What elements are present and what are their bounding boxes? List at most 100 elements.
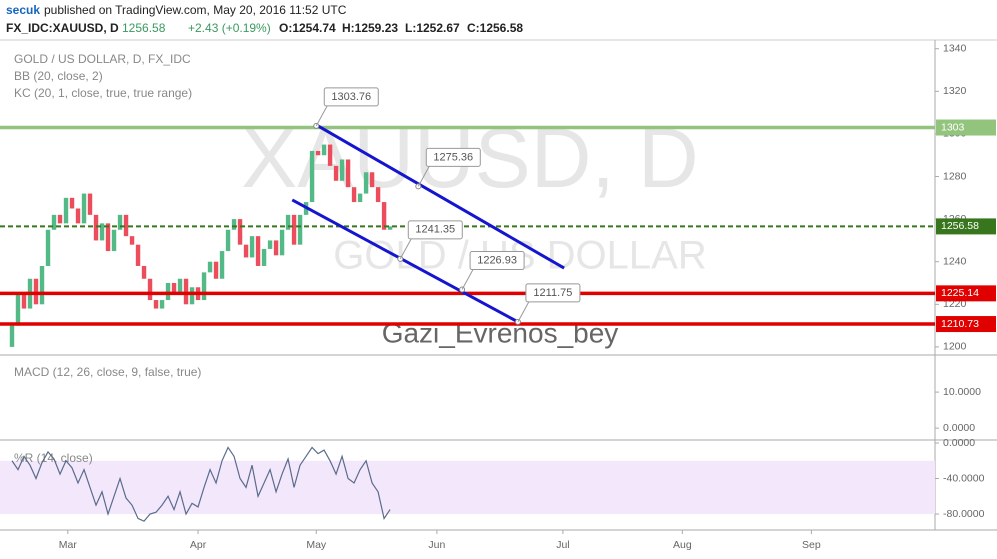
trend-line: [317, 124, 565, 270]
last: 1256.58: [122, 21, 166, 35]
candle: [33, 278, 39, 305]
candle: [75, 208, 81, 224]
candle: [93, 214, 99, 241]
candle: [105, 223, 111, 252]
candle: [237, 219, 243, 245]
candle: [273, 240, 279, 256]
x-tick-label: Jun: [428, 539, 445, 551]
candle: [171, 283, 177, 294]
callout-leader: [417, 164, 431, 187]
candle: [375, 187, 381, 203]
candle: [231, 219, 237, 230]
candle: [141, 265, 147, 279]
callout-label: 1303.76: [331, 91, 371, 103]
author[interactable]: secuk: [6, 3, 40, 17]
legend: KC (20, 1, close, true, true range): [14, 86, 192, 100]
x-tick-label: Jul: [556, 539, 569, 551]
callout-label: 1275.36: [433, 151, 473, 163]
candle: [9, 325, 15, 347]
candle: [339, 159, 345, 181]
candle: [111, 229, 117, 252]
candle: [201, 272, 207, 301]
price-badge-label: 1303: [941, 121, 965, 133]
callout-label: 1211.75: [533, 287, 572, 299]
candle: [225, 229, 231, 252]
callout-label: 1226.93: [477, 254, 517, 266]
trend-line: [291, 198, 519, 324]
candle: [123, 214, 129, 237]
candle: [69, 197, 75, 209]
x-tick-label: Aug: [673, 539, 692, 551]
candle: [333, 165, 339, 181]
price-badge-label: 1210.73: [941, 318, 979, 330]
y-tick-label: 1280: [943, 170, 967, 182]
candle: [351, 187, 357, 203]
y-tick-label: 0.0000: [943, 422, 975, 434]
price-badge: [936, 218, 996, 235]
candle: [213, 261, 219, 279]
callout-leader: [461, 267, 475, 290]
candle: [279, 229, 285, 256]
candle: [249, 236, 255, 258]
open: O:1254.74: [279, 21, 336, 35]
y-tick-label: 1240: [943, 255, 967, 267]
price-badge: [936, 285, 996, 302]
candle: [243, 244, 249, 258]
candle: [255, 236, 261, 266]
candle: [117, 214, 123, 230]
candle: [321, 144, 327, 156]
callout-leader: [399, 236, 413, 260]
candle: [81, 193, 87, 224]
callout-box: [469, 251, 525, 271]
candle: [285, 214, 291, 230]
candle: [165, 283, 171, 301]
candle: [357, 193, 363, 203]
y-tick-label: 10.0000: [943, 386, 981, 398]
candle: [183, 278, 189, 305]
candle: [345, 159, 351, 188]
author-mark: Gazi_Evrenos_bey: [382, 317, 619, 348]
y-tick-label: -80.0000: [943, 508, 985, 520]
candle: [261, 248, 267, 266]
candle: [381, 202, 387, 230]
candle: [63, 197, 69, 224]
band: [0, 460, 935, 515]
x-tick-label: Mar: [59, 539, 78, 551]
candle: [87, 193, 93, 215]
legend: MACD (12, 26, close, 9, false, true): [14, 365, 201, 379]
symbol: FX_IDC:XAUUSD, D: [6, 21, 119, 35]
candle: [45, 229, 51, 266]
callout-box: [323, 87, 379, 107]
candle: [207, 261, 213, 273]
legend: BB (20, close, 2): [14, 69, 103, 83]
callout-label: 1241.35: [415, 224, 455, 236]
legend: GOLD / US DOLLAR, D, FX_IDC: [14, 52, 191, 66]
price-badge: [936, 119, 996, 136]
candle: [297, 214, 303, 245]
y-tick-label: -40.0000: [943, 472, 985, 484]
callout-leader: [315, 103, 329, 127]
y-tick-label: 1200: [943, 341, 967, 353]
candle: [189, 287, 195, 305]
callout-box: [407, 220, 463, 240]
price-badge-label: 1225.14: [941, 287, 979, 299]
price-badge-label: 1256.58: [941, 220, 979, 232]
candle: [387, 226, 393, 230]
candle: [267, 240, 273, 249]
wr-line: [11, 446, 391, 522]
candle: [369, 172, 375, 188]
candle: [327, 144, 333, 166]
callout-box: [425, 147, 481, 167]
candle: [153, 300, 159, 309]
callout-leader: [517, 299, 531, 323]
x-tick-label: May: [306, 539, 327, 551]
candle: [57, 214, 63, 224]
candle: [99, 223, 105, 241]
candle: [363, 172, 369, 194]
candle: [219, 251, 225, 279]
candle: [315, 150, 321, 156]
close: C:1256.58: [467, 21, 523, 35]
low: L:1252.67: [405, 21, 460, 35]
x-tick-label: Sep: [802, 539, 821, 551]
